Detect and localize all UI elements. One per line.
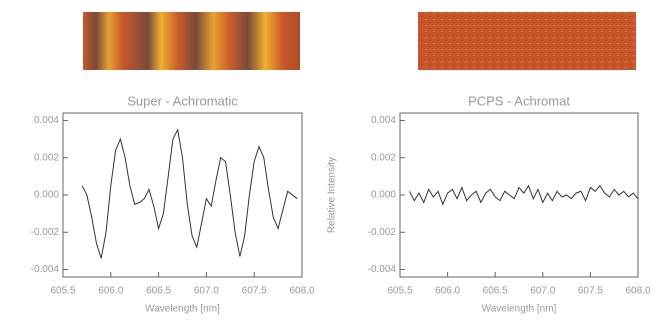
y-axis-label: Relative Intensity	[327, 157, 338, 233]
x-tick-label: 606.5	[483, 286, 508, 297]
x-tick-label: 607.5	[242, 286, 267, 297]
data-line	[410, 186, 639, 205]
x-tick-label: 605.5	[50, 286, 75, 297]
figure: Super - Achromatic Wavelength [nm] 0.004 0.…	[0, 0, 668, 329]
data-line	[82, 130, 297, 259]
y-tick-label: 0.004	[371, 115, 396, 126]
y-tick-label: 0.000	[34, 190, 59, 201]
x-tick-label: 607.5	[578, 286, 603, 297]
y-tick-label: -0.004	[368, 264, 397, 275]
y-tick-label: 0.004	[34, 115, 59, 126]
x-tick-label: 608.0	[289, 286, 314, 297]
x-tick-label: 607.0	[530, 286, 555, 297]
x-axis-label: Wavelength [nm]	[145, 304, 220, 315]
chart-title: Super - Achromatic	[127, 93, 238, 108]
y-tick-label: 0.000	[371, 190, 396, 201]
spectrum-image	[83, 12, 300, 70]
x-tick-label: 606.0	[435, 286, 460, 297]
y-tick-label: -0.002	[31, 227, 60, 238]
y-tick-label: -0.002	[368, 227, 397, 238]
x-tick-label: 608.0	[625, 286, 650, 297]
plot-frame	[400, 113, 638, 277]
y-tick-label: 0.002	[34, 152, 59, 163]
chart-title: PCPS - Achromat	[468, 93, 570, 108]
x-tick-label: 607.0	[194, 286, 219, 297]
x-axis-label: Wavelength [nm]	[482, 304, 557, 315]
spectrum-image	[418, 12, 636, 70]
x-tick-label: 605.5	[387, 286, 412, 297]
y-tick-label: -0.004	[31, 264, 60, 275]
x-tick-label: 606.0	[98, 286, 123, 297]
y-tick-label: 0.002	[371, 152, 396, 163]
x-tick-label: 606.5	[146, 286, 171, 297]
